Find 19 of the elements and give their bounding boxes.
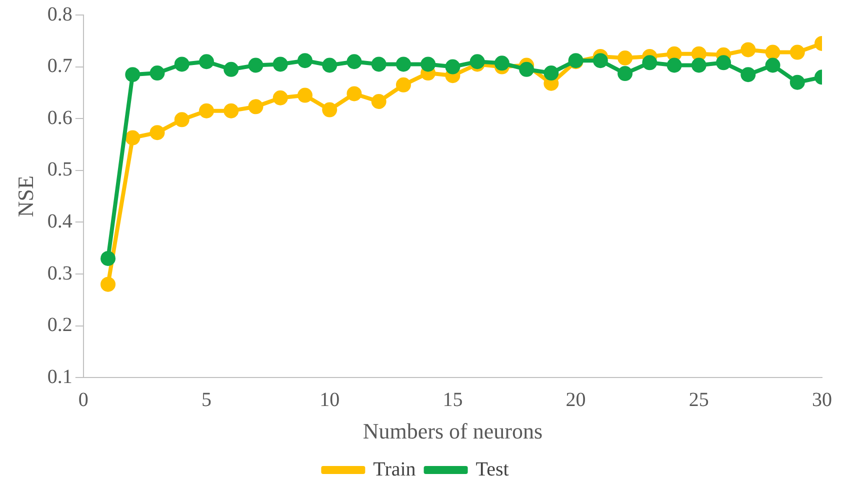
x-tick-label: 0: [78, 388, 88, 411]
x-axis-title: Numbers of neurons: [362, 418, 543, 444]
y-tick-label: 0.4: [47, 210, 72, 232]
legend-label: Train: [373, 458, 416, 480]
y-axis-title: NSE: [12, 176, 38, 218]
y-tick-label: 0.7: [47, 55, 72, 78]
y-tick-label: 0.3: [47, 262, 72, 284]
legend-label: Test: [476, 458, 510, 480]
y-tick-label: 0.6: [47, 106, 72, 129]
y-tick-label: 0.2: [47, 314, 72, 336]
x-tick-label: 10: [320, 388, 340, 411]
x-tick-label: 15: [442, 388, 463, 411]
y-tick-label: 0.5: [47, 158, 72, 181]
x-tick-label: 30: [812, 388, 832, 411]
x-tick-label: 25: [688, 388, 709, 411]
x-tick-label: 20: [566, 388, 586, 411]
y-tick-label: 0.8: [47, 3, 72, 26]
y-tick-label: 0.1: [47, 366, 72, 388]
x-tick-label: 5: [202, 388, 212, 411]
